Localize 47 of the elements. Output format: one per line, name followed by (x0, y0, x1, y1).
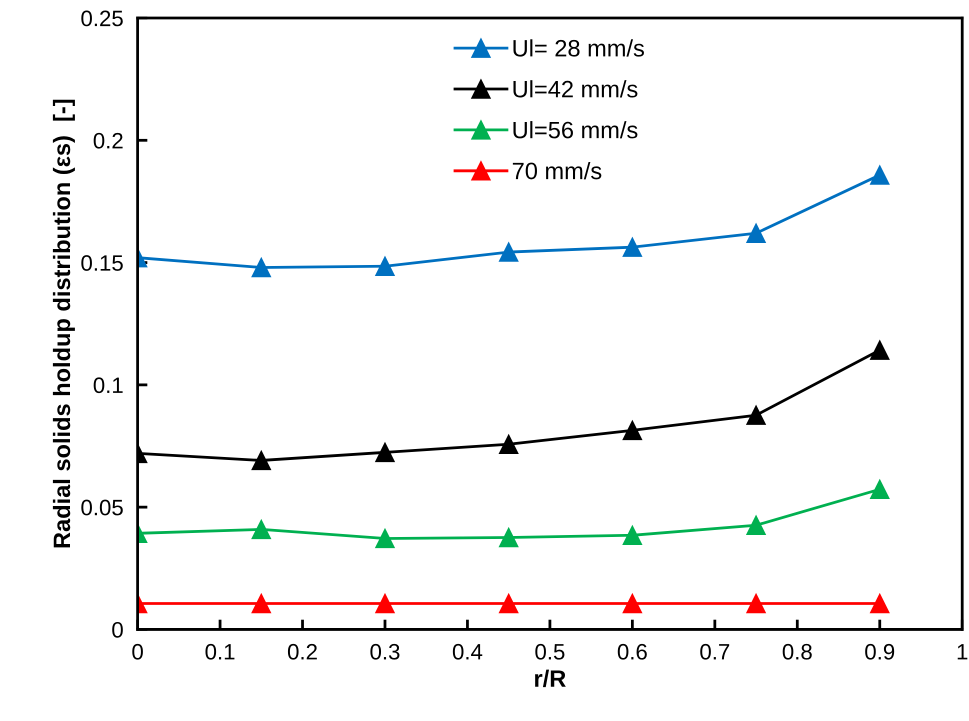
point (252, 520, 272, 540)
point (622, 237, 642, 257)
point (375, 528, 395, 548)
point (746, 594, 766, 614)
x-tick-label: 0.1 (205, 644, 234, 660)
y-tick-label: 0.25 (81, 10, 123, 26)
point (252, 258, 272, 278)
point (375, 594, 395, 614)
x-tick-label: 0.9 (865, 644, 894, 660)
legend-label: 70 mm/s (512, 162, 602, 180)
point (870, 340, 890, 360)
x-tick-label: 0.8 (782, 644, 812, 660)
y-axis-title: Radial solids holdup distribution (εs) [-] (52, 100, 75, 548)
x-tick-label: 0 (132, 644, 143, 660)
legend-label: Ul= 28 mm/s (513, 39, 644, 57)
point (746, 224, 766, 243)
point (498, 242, 518, 262)
point (252, 450, 272, 470)
x-tick-label: 0.6 (618, 644, 647, 660)
point (870, 480, 890, 500)
point (870, 594, 890, 614)
point (622, 594, 642, 614)
y-tick-label: 0.2 (94, 132, 123, 149)
point (375, 442, 395, 462)
y-tick-label: 0 (112, 622, 123, 638)
point (498, 434, 518, 454)
point (622, 420, 642, 440)
y-tick-label: 0.05 (81, 500, 123, 516)
legend-label: Ul=42 mm/s (513, 80, 638, 98)
legend-label: Ul=56 mm/s (513, 121, 638, 138)
point (746, 405, 766, 425)
x-tick-label: 0.4 (452, 644, 482, 660)
point (746, 516, 766, 535)
x-tick-label: 0.3 (370, 644, 400, 660)
point (498, 594, 518, 614)
y-tick-label: 0.15 (81, 255, 123, 271)
point (252, 594, 272, 614)
y-tick-label: 0.1 (94, 377, 123, 394)
point (375, 256, 395, 276)
x-tick-label: 0.2 (288, 644, 317, 660)
point (870, 165, 890, 185)
x-axis-title: r/R (535, 670, 566, 688)
x-tick-label: 0.5 (535, 644, 564, 660)
point (622, 526, 642, 545)
x-tick-label: 0.7 (700, 644, 730, 660)
x-tick-label: 1 (958, 644, 968, 660)
point (498, 528, 518, 548)
